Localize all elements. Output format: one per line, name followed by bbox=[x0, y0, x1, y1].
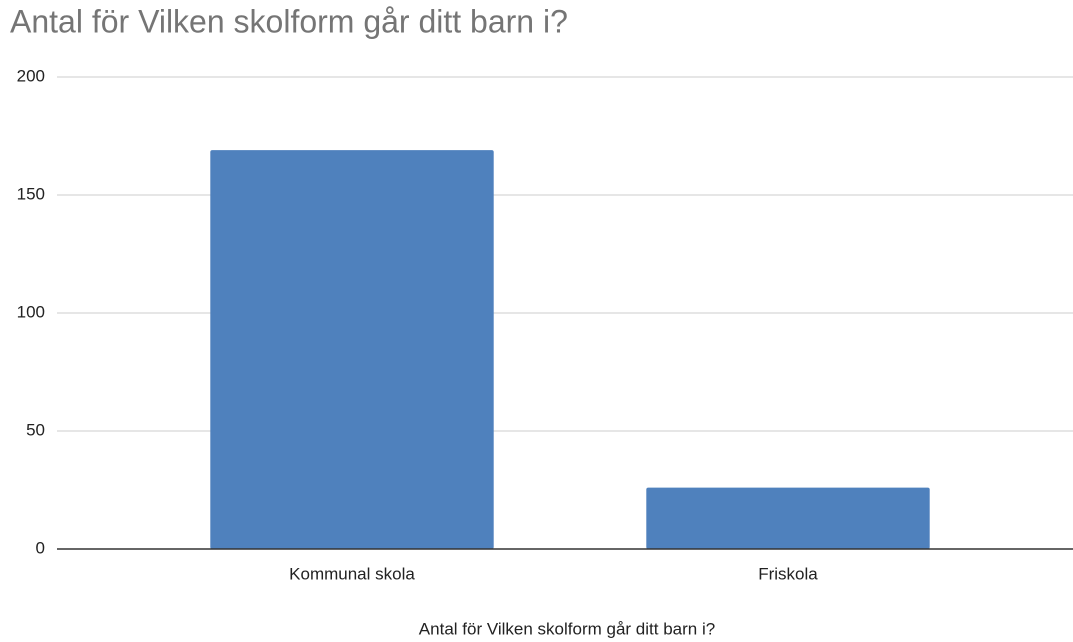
bar bbox=[210, 150, 494, 549]
bar bbox=[646, 487, 930, 549]
x-tick-label: Kommunal skola bbox=[289, 564, 415, 583]
y-tick-label: 200 bbox=[17, 66, 45, 85]
y-tick-label: 50 bbox=[26, 420, 45, 439]
y-tick-label: 100 bbox=[17, 302, 45, 321]
y-tick-label: 150 bbox=[17, 184, 45, 203]
chart-title: Antal för Vilken skolform går ditt barn … bbox=[10, 3, 568, 39]
x-tick-label: Friskola bbox=[758, 564, 818, 583]
x-axis-label: Antal för Vilken skolform går ditt barn … bbox=[419, 619, 715, 638]
y-tick-label: 0 bbox=[36, 538, 45, 557]
